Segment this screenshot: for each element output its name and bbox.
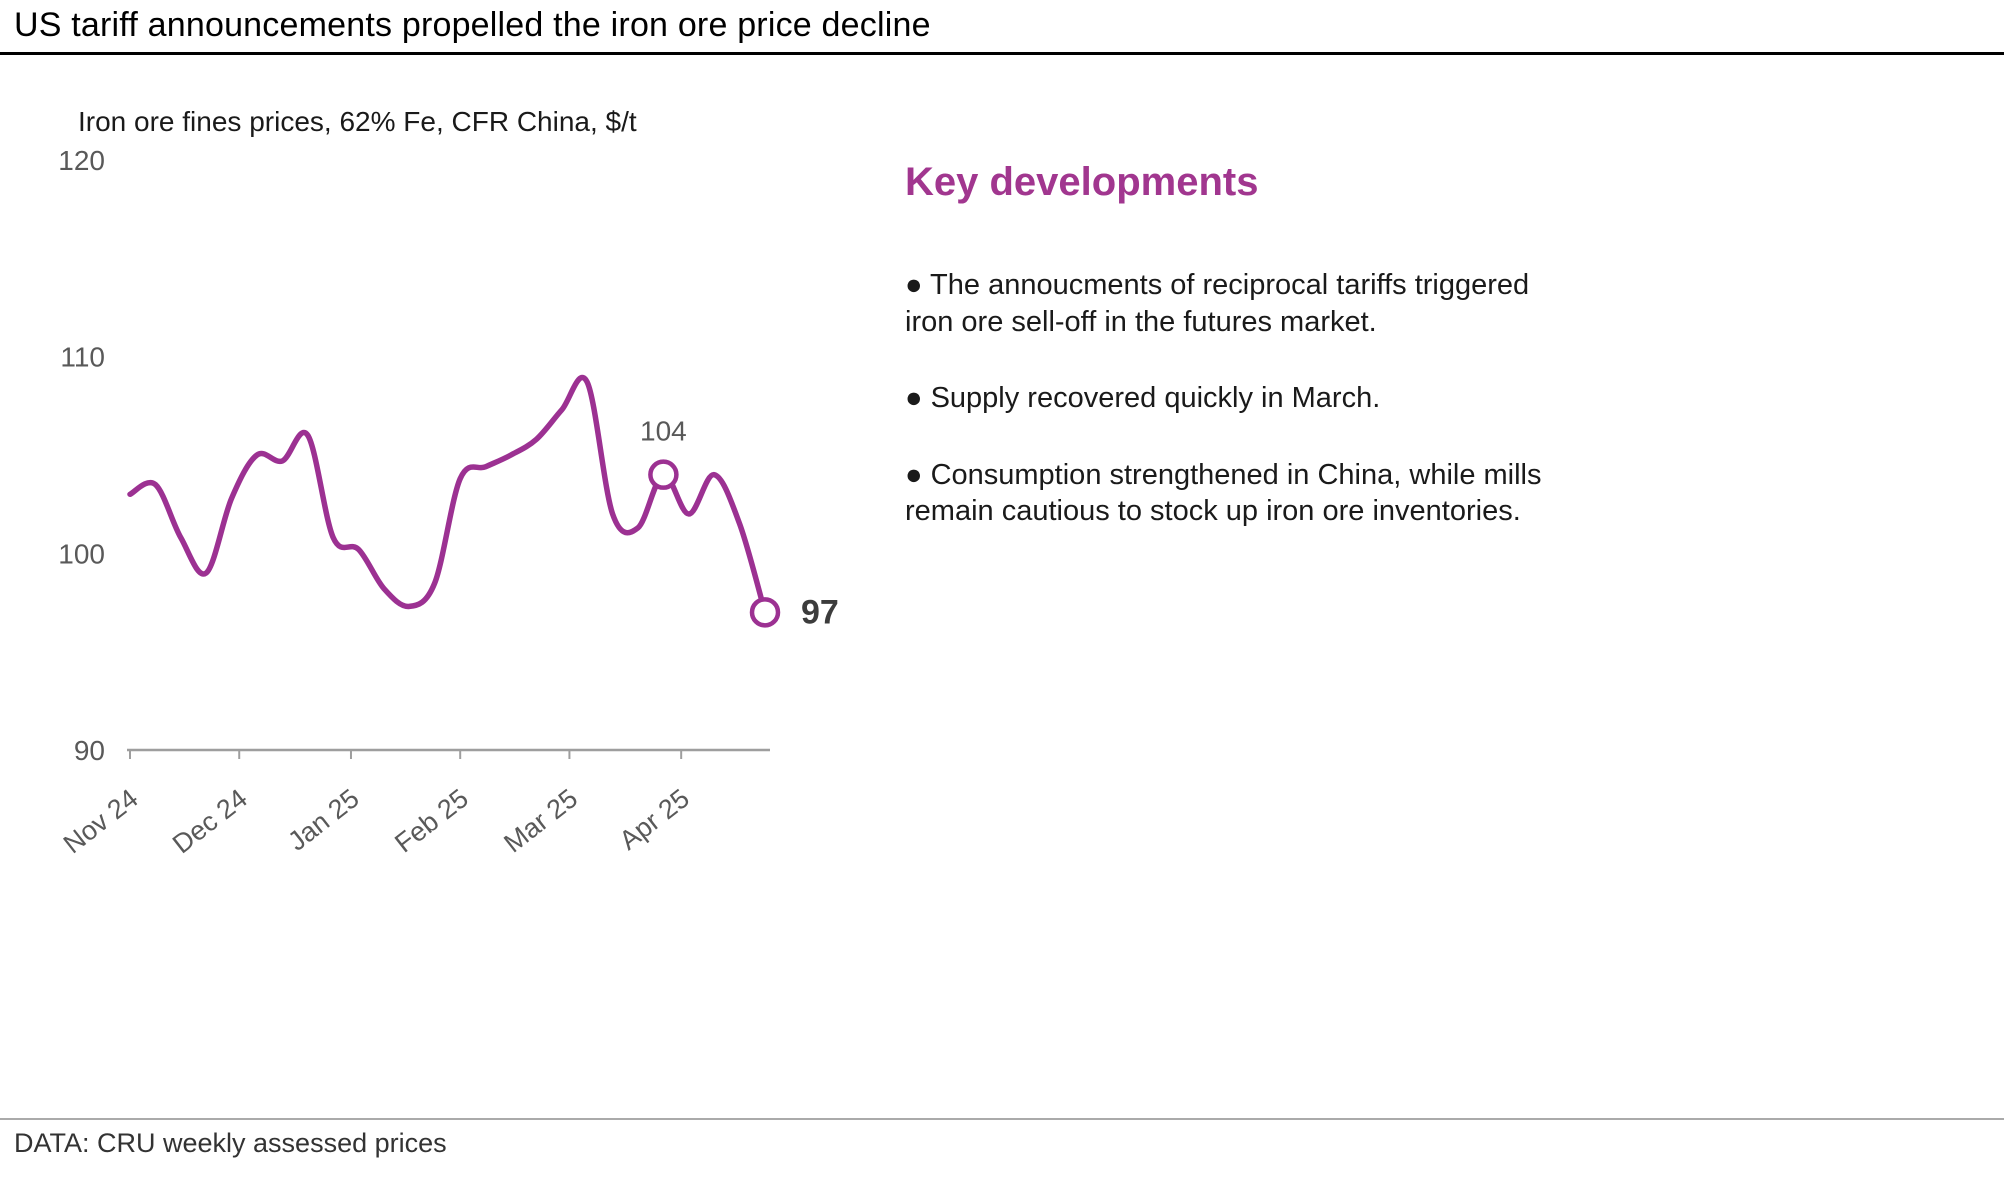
title-divider — [0, 52, 2004, 55]
x-tick-label: Apr 25 — [614, 783, 695, 856]
footer-divider — [0, 1118, 2004, 1120]
x-tick-label: Dec 24 — [167, 783, 253, 859]
price-line — [127, 374, 768, 616]
price-line-chart: 120 110 100 90 Nov 24 Dec 24 Jan 25 Feb 25 Mar 2… — [58, 145, 839, 859]
key-bullet-3: ● Consumption strengthened in China, whi… — [905, 458, 1542, 528]
x-tick-label: Nov 24 — [58, 783, 144, 859]
x-tick-label: Feb 25 — [389, 783, 474, 858]
x-tick-label: Mar 25 — [498, 783, 583, 858]
key-bullet-2: ● Supply recovered quickly in March. — [905, 382, 1381, 415]
annotation-label: 104 — [640, 416, 687, 447]
y-tick-label: 100 — [58, 538, 105, 569]
key-developments-heading: Key developments — [905, 160, 1259, 204]
x-tick-label: Jan 25 — [282, 783, 364, 857]
chart-subtitle: Iron ore fines prices, 62% Fe, CFR China… — [78, 106, 637, 137]
y-tick-label: 110 — [60, 342, 105, 373]
annotation-marker — [648, 459, 679, 490]
data-source: DATA: CRU weekly assessed prices — [14, 1128, 447, 1158]
y-tick-label: 120 — [58, 145, 105, 176]
annotation-label: 97 — [801, 593, 839, 631]
key-bullet-1: ● The annoucments of reciprocal tariffs … — [905, 269, 1530, 338]
y-tick-label: 90 — [74, 735, 105, 766]
page-title: US tariff announcements propelled the ir… — [14, 6, 931, 44]
key-developments-panel: Key developments ● The annoucments of re… — [905, 160, 1555, 570]
annotation-marker — [749, 597, 781, 628]
